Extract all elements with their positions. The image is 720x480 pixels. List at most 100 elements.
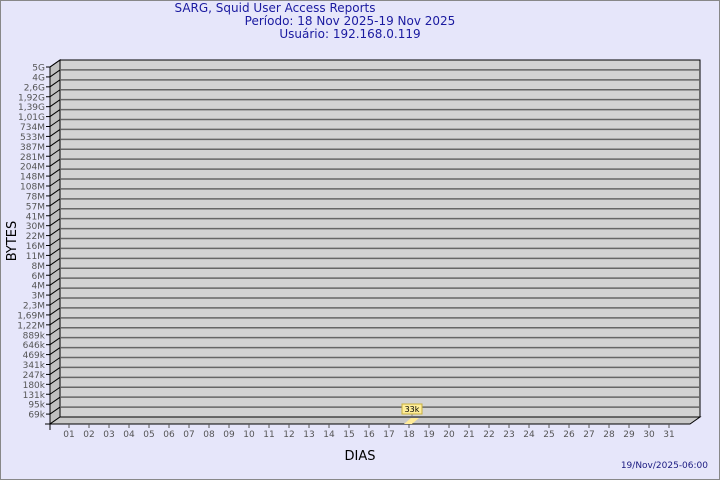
grid-depth-line: [49, 367, 61, 375]
y-tick-label: 8M: [32, 262, 46, 272]
x-tick-label: 24: [523, 430, 535, 440]
data-label-box: [401, 403, 423, 415]
x-tick-label: 22: [483, 430, 494, 440]
grid-depth-line: [49, 158, 61, 167]
y-tick-label: 95k: [28, 401, 45, 411]
grid-depth-line: [49, 198, 61, 207]
y-tick-label: 281M: [20, 153, 45, 163]
x-tick-label: 26: [563, 430, 575, 440]
x-tick-label: 05: [143, 430, 154, 440]
grid-depth-line: [49, 188, 61, 197]
y-tick-label: 1,39G: [18, 103, 45, 113]
y-tick-label: 69k: [28, 411, 45, 421]
y-tick-label: 469k: [23, 351, 46, 361]
data-bar: [404, 418, 419, 424]
y-tick-label: 78M: [26, 192, 45, 202]
data-label: 33k: [405, 405, 420, 414]
x-tick-label: 07: [183, 430, 194, 440]
grid-depth-line: [49, 267, 61, 276]
x-tick-label: 03: [103, 430, 114, 440]
x-tick-label: 11: [263, 430, 274, 440]
x-tick-label: 17: [383, 430, 394, 440]
x-tick-label: 02: [83, 430, 94, 440]
grid-depth-line: [49, 376, 61, 385]
y-tick-label: 1,69M: [17, 311, 45, 321]
grid-depth-line: [49, 406, 61, 415]
grid-depth-line: [49, 109, 61, 117]
grid-depth-line: [49, 386, 61, 395]
grid-depth-line: [49, 208, 61, 217]
x-tick-label: 14: [323, 430, 335, 440]
x-tick-label: 04: [123, 430, 135, 440]
grid-depth-line: [49, 148, 61, 157]
x-tick-label: 27: [583, 430, 594, 440]
grid-depth-line: [49, 297, 61, 306]
y-tick-label: 2,3M: [23, 302, 45, 312]
y-tick-label: 2,6G: [24, 83, 45, 93]
y-tick-label: 533M: [20, 133, 45, 143]
x-tick-label: 01: [63, 430, 74, 440]
x-tick-label: 13: [303, 430, 314, 440]
x-tick-label: 23: [503, 430, 514, 440]
grid-depth-line: [49, 307, 61, 316]
x-tick-label: 25: [543, 430, 554, 440]
y-tick-label: 41M: [26, 212, 45, 222]
y-tick-label: 734M: [20, 123, 45, 133]
grid-depth-line: [49, 396, 61, 405]
grid-depth-line: [49, 168, 61, 177]
y-tick-label: 5G: [32, 64, 45, 74]
y-tick-label: 1,22M: [17, 321, 45, 331]
x-tick-label: 12: [283, 430, 294, 440]
grid-depth-line: [49, 357, 61, 365]
report-title: SARG, Squid User Access Reports: [174, 1, 376, 15]
grid-depth-line: [49, 277, 61, 286]
y-tick-label: 108M: [20, 183, 45, 193]
y-tick-label: 16M: [26, 242, 45, 252]
y-tick-label: 30M: [26, 222, 45, 232]
x-tick-label: 18: [403, 430, 415, 440]
y-tick-label: 341k: [23, 361, 46, 371]
floor: [48, 416, 702, 425]
y-tick-label: 387M: [20, 143, 45, 153]
grid-depth-line: [49, 347, 61, 355]
y-tick-label: 1,92G: [18, 93, 45, 103]
grid-depth-line: [49, 238, 61, 246]
x-tick-label: 09: [223, 430, 235, 440]
y-tick-label: 247k: [23, 371, 46, 381]
grid-depth-line: [49, 129, 61, 137]
grid-depth-line: [49, 337, 61, 346]
grid-depth-line: [49, 69, 61, 78]
x-tick-label: 06: [163, 430, 175, 440]
x-tick-label: 15: [343, 430, 354, 440]
grid-depth-line: [49, 178, 61, 187]
grid-depth-line: [49, 79, 61, 88]
y-tick-label: 889k: [23, 331, 46, 341]
grid-depth-line: [49, 327, 61, 336]
x-tick-label: 19: [423, 430, 435, 440]
grid-depth-line: [49, 228, 61, 236]
x-tick-label: 28: [603, 430, 615, 440]
x-tick-label: 20: [443, 430, 455, 440]
y-tick-label: 11M: [26, 252, 45, 262]
x-axis-label: DIAS: [345, 449, 376, 464]
x-tick-label: 16: [363, 430, 375, 440]
y-tick-label: 1,01G: [18, 113, 45, 123]
report-user: Usuário: 192.168.0.119: [279, 27, 421, 41]
x-tick-label: 08: [203, 430, 215, 440]
x-tick-label: 21: [463, 430, 474, 440]
y-axis-label: BYTES: [5, 221, 20, 262]
y-tick-label: 4M: [32, 282, 46, 292]
x-tick-label: 31: [663, 430, 674, 440]
y-tick-label: 131k: [23, 391, 46, 401]
grid-depth-line: [49, 257, 61, 266]
report-period: Período: 18 Nov 2025-19 Nov 2025: [244, 14, 456, 28]
y-tick-label: 646k: [23, 341, 46, 351]
generated-timestamp: 19/Nov/2025-06:00: [620, 461, 708, 471]
y-tick-label: 204M: [20, 163, 45, 173]
x-tick-label: 30: [643, 430, 655, 440]
y-tick-label: 57M: [26, 202, 45, 212]
y-tick-label: 4G: [32, 73, 45, 83]
grid-depth-line: [49, 59, 61, 68]
grid-depth-line: [49, 99, 61, 108]
